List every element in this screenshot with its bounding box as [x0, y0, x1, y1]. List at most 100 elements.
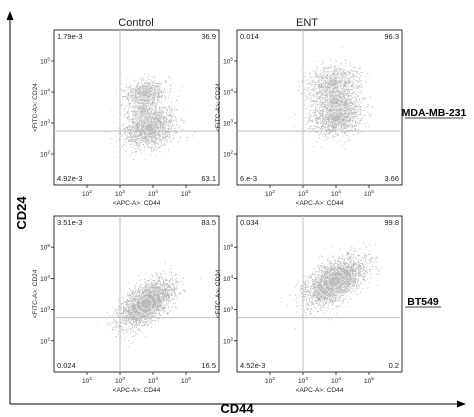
quadrant-lower-left: 0.024: [57, 361, 76, 370]
x-tick-label: 102: [265, 189, 275, 198]
outer-x-axis-label: CD44: [220, 401, 254, 416]
y-tick-label: 104: [223, 88, 233, 97]
y-tick-label: 105: [40, 243, 50, 252]
y-tick-label: 103: [40, 305, 50, 314]
x-axis-label: <APC-A>: CD44: [113, 200, 161, 207]
y-axis-label: <FITC-A>: CD24: [215, 269, 222, 318]
panel-frame: [53, 215, 220, 373]
x-tick-label: 104: [148, 376, 158, 385]
density-contour: [129, 287, 163, 320]
density-contour: [135, 293, 158, 314]
panels: 102 103 104 105 102 103 104 105 <APC-A>: CD44 <FI…: [32, 29, 403, 394]
density-contour: [322, 271, 347, 292]
panel-frame: [236, 29, 403, 186]
quadrant-upper-right: 83.5: [201, 218, 216, 227]
event-dots: [280, 242, 380, 330]
y-tick-label: 103: [40, 119, 50, 128]
event-dots: [294, 46, 374, 150]
x-tick-label: 102: [82, 376, 92, 385]
y-tick-label: 105: [223, 243, 233, 252]
density-contour: [133, 96, 153, 125]
y-tick-label: 104: [223, 274, 233, 283]
density-contour: [319, 106, 353, 130]
density-contour: [136, 101, 150, 120]
x-axis-label: <APC-A>: CD44: [296, 200, 344, 207]
quadrant-lower-right: 3.66: [384, 174, 399, 183]
panel-frame: [236, 215, 403, 373]
y-tick-label: 103: [223, 119, 233, 128]
density-contour: [327, 275, 342, 288]
column-title-control: Control: [118, 17, 153, 29]
outer-y-axis-label: CD24: [14, 196, 29, 230]
quadrant-lower-left: 6.e-3: [240, 174, 257, 183]
x-tick-label: 105: [364, 189, 374, 198]
x-tick-label: 103: [298, 376, 308, 385]
y-axis-label: <FITC-A>: CD24: [32, 83, 39, 132]
quadrant-upper-left: 0.014: [240, 32, 259, 41]
flow-panel-1: 102 103 104 105 102 103 104 105 <APC-A>: CD44 <FI…: [32, 29, 220, 207]
quadrant-lower-left: 4.92e-3: [57, 174, 82, 183]
quadrant-lower-left: 4.52e-3: [240, 361, 265, 370]
y-tick-label: 105: [223, 57, 233, 66]
density-contour: [328, 96, 341, 106]
quadrant-upper-left: 1.79e-3: [57, 32, 82, 41]
outer-y-axis-arrow: [6, 11, 14, 20]
y-tick-label: 104: [40, 274, 50, 283]
y-axis-label: <FITC-A>: CD24: [32, 269, 39, 318]
x-axis-label: <APC-A>: CD44: [113, 387, 161, 394]
x-tick-label: 104: [331, 189, 341, 198]
y-tick-label: 102: [40, 150, 50, 159]
density-contour: [319, 89, 350, 114]
quadrant-upper-right: 99.8: [384, 218, 399, 227]
x-axis-label: <APC-A>: CD44: [296, 387, 344, 394]
panel-frame: [53, 29, 220, 186]
row-label-bt549: BT549: [407, 296, 439, 308]
quadrant-upper-left: 3.51e-3: [57, 218, 82, 227]
x-tick-label: 104: [331, 376, 341, 385]
x-tick-label: 103: [115, 376, 125, 385]
density-contour: [140, 297, 153, 310]
x-tick-label: 103: [115, 189, 125, 198]
density-contour: [139, 89, 150, 98]
outer-x-axis-arrow: [457, 400, 466, 408]
y-tick-label: 105: [40, 57, 50, 66]
y-tick-label: 104: [40, 88, 50, 97]
quadrant-upper-left: 0.034: [240, 218, 259, 227]
flow-panel-4: 102 103 104 105 102 103 104 105 <APC-A>: CD44 <FI…: [215, 215, 403, 394]
x-tick-label: 105: [364, 376, 374, 385]
density-contour: [325, 110, 347, 126]
density-contour: [329, 113, 343, 123]
density-contour: [131, 84, 158, 103]
density-contour: [143, 122, 156, 133]
quadrant-upper-right: 96.3: [384, 32, 399, 41]
event-dots: [105, 73, 196, 161]
y-tick-label: 102: [223, 150, 233, 159]
x-tick-label: 102: [265, 376, 275, 385]
y-tick-label: 102: [223, 337, 233, 346]
y-axis-label: <FITC-A>: CD24: [215, 83, 222, 132]
density-contour: [324, 93, 345, 110]
flow-panel-2: 102 103 104 105 102 103 104 105 <APC-A>: CD44 <FI…: [215, 29, 403, 207]
quadrant-upper-right: 36.9: [201, 32, 216, 41]
x-tick-label: 105: [181, 189, 191, 198]
quadrant-lower-right: 16.5: [201, 361, 216, 370]
quadrant-lower-right: 0.2: [389, 361, 399, 370]
outer-axes: [6, 11, 466, 408]
density-contour: [316, 265, 353, 298]
row-label-mda-mb-231: MDA-MB-231: [402, 107, 467, 119]
density-contour: [136, 87, 154, 100]
y-tick-label: 103: [223, 305, 233, 314]
flow-panel-3: 102 103 104 105 102 103 104 105 <APC-A>: CD44 <FI…: [32, 215, 220, 394]
x-tick-label: 104: [148, 189, 158, 198]
density-contour: [326, 78, 339, 88]
column-title-ent: ENT: [296, 17, 318, 29]
x-tick-label: 105: [181, 376, 191, 385]
event-dots: [97, 262, 202, 348]
density-contour: [139, 105, 147, 116]
x-tick-label: 102: [82, 189, 92, 198]
x-tick-label: 103: [298, 189, 308, 198]
quadrant-lower-right: 63.1: [201, 174, 216, 183]
density-contour: [139, 119, 161, 137]
y-tick-label: 102: [40, 337, 50, 346]
